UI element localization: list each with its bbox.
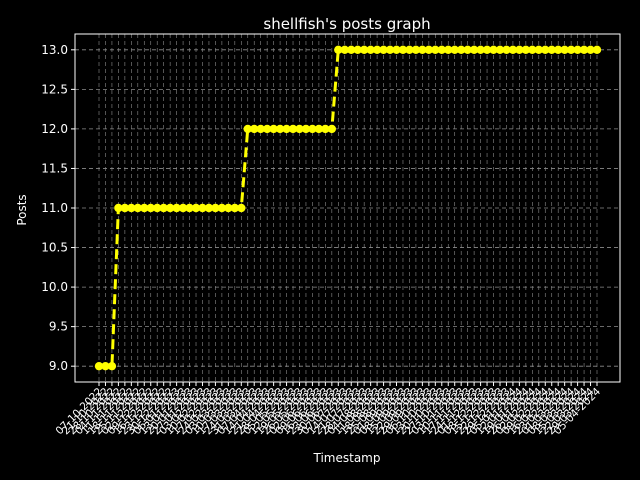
data-point xyxy=(398,45,408,55)
data-point xyxy=(159,203,168,213)
data-point xyxy=(191,203,201,213)
data-point xyxy=(456,45,466,55)
data-point xyxy=(153,203,162,213)
series-posts xyxy=(94,45,602,371)
data-point xyxy=(301,124,311,134)
data-point xyxy=(353,45,362,55)
data-point xyxy=(340,45,349,55)
grid-lines xyxy=(75,34,620,382)
x-axis-ticks: 07-10-202221-10-202228-10-202204-11-2022… xyxy=(53,382,603,437)
data-point xyxy=(107,361,117,371)
data-point xyxy=(431,45,440,55)
data-point xyxy=(515,45,524,55)
data-point xyxy=(94,361,104,371)
y-tick-label: 11.5 xyxy=(41,161,68,175)
data-point xyxy=(411,45,421,55)
data-point xyxy=(327,124,337,134)
data-point xyxy=(230,203,240,213)
data-point xyxy=(502,45,511,55)
data-point xyxy=(437,45,446,55)
data-point xyxy=(165,203,175,213)
data-point xyxy=(508,45,518,55)
data-point xyxy=(592,45,602,55)
y-tick-label: 12.0 xyxy=(41,122,68,136)
data-point xyxy=(120,203,130,213)
y-tick-label: 10.0 xyxy=(41,280,68,294)
data-point xyxy=(314,124,324,134)
data-point xyxy=(133,203,143,213)
data-point xyxy=(579,45,589,55)
data-point xyxy=(560,45,569,55)
data-point xyxy=(308,124,317,134)
data-point xyxy=(334,45,343,55)
y-tick-label: 11.0 xyxy=(41,201,68,215)
chart-title: shellfish's posts graph xyxy=(263,15,430,33)
data-point xyxy=(463,45,472,55)
data-point xyxy=(237,203,246,213)
data-point xyxy=(282,124,291,134)
data-point xyxy=(146,203,155,213)
data-point xyxy=(444,45,453,55)
data-point xyxy=(275,124,285,134)
data-point xyxy=(450,45,459,55)
data-point xyxy=(217,203,227,213)
data-point xyxy=(101,361,110,371)
data-point xyxy=(541,45,550,55)
x-axis-label: Timestamp xyxy=(313,451,381,465)
data-point xyxy=(140,203,149,213)
data-point xyxy=(534,45,543,55)
data-point xyxy=(172,203,181,213)
data-point xyxy=(405,45,414,55)
data-point xyxy=(547,45,556,55)
data-point xyxy=(476,45,485,55)
data-point xyxy=(198,203,207,213)
data-point xyxy=(295,124,304,134)
data-point xyxy=(114,203,123,213)
data-point xyxy=(127,203,136,213)
data-point xyxy=(586,45,595,55)
data-point xyxy=(204,203,214,213)
data-point xyxy=(573,45,582,55)
data-point xyxy=(262,124,272,134)
data-point xyxy=(482,45,492,55)
data-point xyxy=(211,203,220,213)
data-point xyxy=(521,45,531,55)
y-axis-ticks: 9.0 9.5 10.0 10.5 11.0 11.5 12.0 12.5 13.0 xyxy=(41,43,75,373)
data-point xyxy=(392,45,401,55)
data-point xyxy=(359,45,369,55)
data-point xyxy=(366,45,375,55)
data-point xyxy=(243,124,252,134)
data-point xyxy=(269,124,278,134)
data-point xyxy=(379,45,388,55)
data-point xyxy=(566,45,576,55)
data-point xyxy=(321,124,330,134)
data-point xyxy=(385,45,395,55)
data-point xyxy=(250,124,259,134)
y-tick-label: 13.0 xyxy=(41,43,68,57)
y-tick-label: 12.5 xyxy=(41,82,68,96)
data-point xyxy=(495,45,505,55)
y-tick-label: 9.5 xyxy=(49,320,68,334)
data-point xyxy=(528,45,537,55)
data-point xyxy=(424,45,434,55)
data-point xyxy=(256,124,265,134)
data-point xyxy=(469,45,479,55)
data-point xyxy=(347,45,356,55)
data-point xyxy=(418,45,427,55)
data-point xyxy=(288,124,298,134)
data-point xyxy=(185,203,194,213)
y-tick-label: 9.0 xyxy=(49,359,68,373)
data-point xyxy=(224,203,233,213)
data-point xyxy=(553,45,563,55)
y-tick-label: 10.5 xyxy=(41,241,68,255)
data-point xyxy=(372,45,382,55)
data-point xyxy=(178,203,188,213)
data-point xyxy=(489,45,498,55)
y-axis-label: Posts xyxy=(15,194,29,225)
